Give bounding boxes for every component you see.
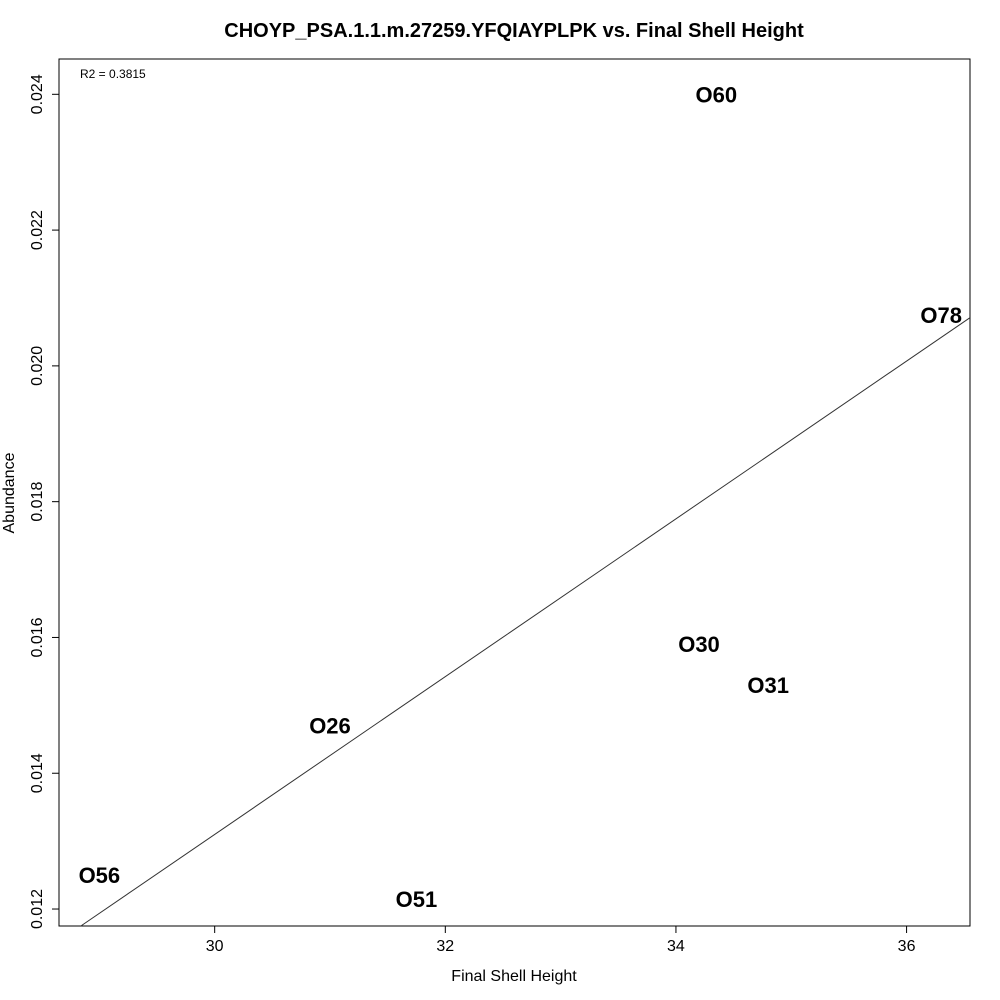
x-axis: 30 32 34 36 [206, 926, 916, 955]
x-tick-label: 34 [667, 938, 685, 955]
plot-frame [58, 58, 971, 927]
x-tick-label: 36 [898, 938, 916, 955]
point-o26: O26 [309, 714, 351, 739]
r2-annotation: R2 = 0.3815 [80, 67, 146, 81]
y-tick-label: 0.016 [29, 617, 46, 657]
x-tick-label: 30 [206, 938, 224, 955]
y-tick-label: 0.024 [29, 74, 46, 114]
point-o78: O78 [920, 303, 962, 328]
point-labels: O56 O51 O26 O30 O31 O60 O78 [79, 82, 962, 912]
point-o56: O56 [79, 863, 121, 888]
point-o30: O30 [678, 632, 720, 657]
point-o60: O60 [696, 82, 738, 107]
y-axis: 0.012 0.014 0.016 0.018 0.020 0.022 0.024 [29, 74, 59, 929]
x-axis-label: Final Shell Height [451, 968, 577, 985]
x-tick-label: 32 [436, 938, 454, 955]
point-o31: O31 [747, 673, 789, 698]
regression-line [80, 317, 971, 927]
y-tick-label: 0.018 [29, 482, 46, 522]
y-tick-label: 0.012 [29, 889, 46, 929]
y-tick-label: 0.014 [29, 753, 46, 793]
point-o51: O51 [396, 887, 438, 912]
y-axis-label: Abundance [1, 452, 18, 533]
y-tick-label: 0.022 [29, 210, 46, 250]
chart-title: CHOYP_PSA.1.1.m.27259.YFQIAYPLPK vs. Fin… [224, 20, 804, 42]
y-tick-label: 0.020 [29, 346, 46, 386]
